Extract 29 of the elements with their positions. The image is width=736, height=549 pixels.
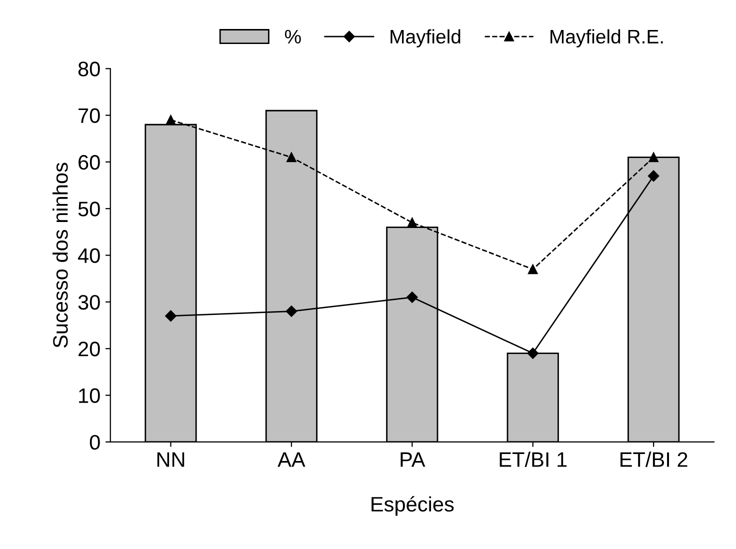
point	[528, 264, 538, 274]
point	[407, 218, 418, 228]
y-tick-label: 40	[78, 248, 100, 264]
point	[648, 170, 660, 182]
x-axis-title: Espécies	[372, 496, 454, 516]
x-tick-label: ET/BI 1	[500, 452, 567, 467]
y-tick-label: 70	[78, 108, 100, 124]
point	[648, 152, 658, 162]
point	[406, 292, 418, 303]
x-tick-label: ET/BI 2	[620, 452, 688, 467]
point	[286, 306, 298, 317]
x-tick-label: PA	[400, 452, 426, 467]
legend-label: Mayfield R.E.	[550, 29, 663, 48]
point	[527, 348, 538, 359]
y-tick-label: 0	[90, 434, 100, 450]
x-tick-label: AA	[278, 452, 306, 467]
point	[165, 310, 176, 322]
y-axis-title: Sucesso dos ninhos	[52, 162, 68, 348]
y-tick-label: 30	[78, 294, 100, 310]
y-tick-label: 10	[79, 388, 100, 404]
y-tick-label: 60	[78, 154, 100, 170]
point	[166, 115, 176, 125]
y-tick-label: 50	[78, 202, 100, 216]
point	[286, 152, 296, 162]
y-tick-label: 20	[78, 342, 100, 356]
y-tick-label: 80	[78, 62, 100, 76]
legend-label: Mayfield	[390, 29, 460, 48]
x-tick-label: NN	[157, 452, 184, 467]
legend-label: %	[284, 30, 301, 44]
